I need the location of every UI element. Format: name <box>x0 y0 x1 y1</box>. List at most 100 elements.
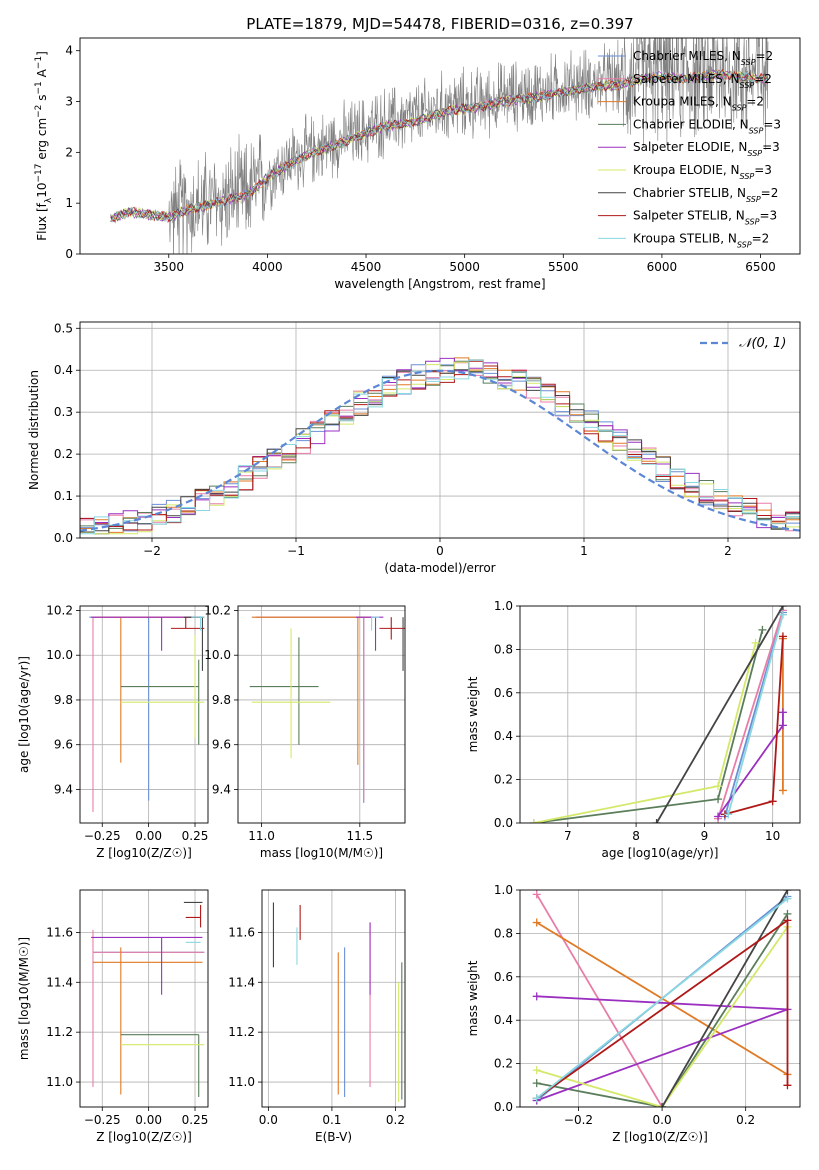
y-tick-label: 1.0 <box>494 599 513 613</box>
weight-marker <box>778 606 787 610</box>
weight-line-kroupa-stelib <box>536 897 789 1100</box>
weight-marker <box>751 638 760 647</box>
x-tick-label: 0 <box>436 544 444 558</box>
y-tick-label: 0.4 <box>494 1013 513 1027</box>
weight-marker <box>783 894 792 903</box>
y-tick-label: 0.1 <box>54 489 73 503</box>
axes-frame <box>79 605 209 824</box>
legend-label: Chabrier MILES, NSSP=2 <box>633 49 773 67</box>
y-tick-label: 4 <box>65 44 73 58</box>
legend-label: Kroupa STELIB, NSSP=2 <box>633 231 769 249</box>
plot-area <box>80 606 208 823</box>
legend-label: Chabrier STELIB, NSSP=2 <box>633 186 778 204</box>
weight-line-chabrier-stelib <box>655 606 784 823</box>
legend-label: Salpeter ELODIE, NSSP=3 <box>633 140 780 158</box>
x-axis-label: wavelength [Angstrom, rest frame] <box>334 277 545 291</box>
weight-marker <box>658 1103 667 1107</box>
x-tick-label: 7 <box>564 829 572 843</box>
weight-marker <box>724 810 733 819</box>
y-tick-label: 0.6 <box>494 970 513 984</box>
y-tick-label: 0.0 <box>54 531 73 545</box>
model-spectrum-salpeter-stelib <box>110 68 768 223</box>
panel-weight_vs_Z: −0.2 0.0 0.2 0.0 0.2 0.4 0.6 0.8 1.0 Z [log10(Z/Z… <box>466 883 801 1144</box>
histogram-kroupa-stelib <box>80 359 800 538</box>
y-tick-label: 0.8 <box>494 642 513 656</box>
model-spectrum-chabrier-stelib <box>110 71 768 222</box>
y-tick-label: 0 <box>65 247 73 261</box>
legend-label: Salpeter STELIB, NSSP=3 <box>633 209 777 227</box>
y-tick-label: 9.8 <box>212 693 231 707</box>
x-tick-label: 5000 <box>449 260 480 274</box>
x-axis-label: mass [log10(M/M☉)] <box>260 846 383 860</box>
x-tick-label: 0.00 <box>135 1113 162 1127</box>
weight-marker <box>714 795 723 804</box>
normal-curve <box>80 369 800 532</box>
x-tick-label: 10 <box>765 829 780 843</box>
plot-area <box>262 890 405 1107</box>
weight-line-salpeter-miles <box>717 610 784 819</box>
y-tick-label: 0.0 <box>494 1100 513 1114</box>
weight-marker <box>532 1079 541 1088</box>
x-tick-label: 0.2 <box>736 1113 755 1127</box>
panel-weight_vs_age: 7 8 9 10 0.0 0.2 0.4 0.6 0.8 1.0 age [log10(age/yr… <box>466 599 801 860</box>
x-tick-label: 0.0 <box>653 1113 672 1127</box>
x-tick-label: 11.5 <box>346 829 373 843</box>
weight-marker <box>532 992 541 1001</box>
x-tick-label: 0.00 <box>135 829 162 843</box>
x-axis-label: Z [log10(Z/Z☉)] <box>96 846 192 860</box>
legend-label: Kroupa MILES, NSSP=2 <box>633 95 764 113</box>
plot-area <box>110 38 769 254</box>
x-tick-label: −0.2 <box>564 1113 593 1127</box>
y-tick-label: 0.6 <box>494 686 513 700</box>
weight-marker <box>783 890 792 894</box>
y-tick-label: 0.2 <box>54 447 73 461</box>
weight-marker <box>778 786 787 795</box>
weight-marker <box>532 1066 541 1075</box>
y-tick-label: 11.4 <box>228 975 255 989</box>
x-tick-label: −2 <box>143 544 161 558</box>
y-axis-label: Normed distribution <box>27 370 41 490</box>
model-spectrum-kroupa-stelib <box>110 68 768 222</box>
y-tick-label: 0.2 <box>494 1057 513 1071</box>
x-axis-label: Z [log10(Z/Z☉)] <box>612 1130 708 1144</box>
weight-line-kroupa-elodie <box>536 926 789 1107</box>
y-tick-label: 11.2 <box>46 1025 73 1039</box>
weight-marker <box>778 721 787 730</box>
x-tick-label: 0.1 <box>322 1113 341 1127</box>
weight-marker <box>768 797 777 806</box>
x-tick-label: 3500 <box>153 260 184 274</box>
weight-marker <box>778 632 787 641</box>
x-tick-label: −1 <box>287 544 305 558</box>
panel-mass_vs_Z: −0.25 0.00 0.25 11.0 11.2 11.4 11.6 Z [log10(Z/… <box>17 889 209 1144</box>
y-tick-label: 0.5 <box>54 321 73 335</box>
axes-frame <box>237 605 406 824</box>
y-tick-label: 9.6 <box>212 738 231 752</box>
x-tick-label: −0.25 <box>84 829 121 843</box>
y-tick-label: 1 <box>65 196 73 210</box>
x-tick-label: 0.25 <box>182 1113 209 1127</box>
y-axis-label: mass weight <box>466 960 480 1036</box>
y-tick-label: 10.0 <box>46 648 73 662</box>
weight-marker <box>714 812 723 821</box>
weight-line-kroupa-stelib <box>727 614 784 815</box>
y-tick-label: 10.2 <box>204 603 231 617</box>
y-tick-label: 0.3 <box>54 405 73 419</box>
weight-marker <box>532 918 541 927</box>
legend-label: Chabrier ELODIE, NSSP=3 <box>633 117 781 135</box>
model-spectrum-kroupa-elodie <box>110 70 768 221</box>
weight-marker <box>778 708 787 717</box>
weight-marker <box>532 1094 541 1103</box>
y-tick-label: 11.6 <box>228 925 255 939</box>
x-tick-label: 9 <box>701 829 709 843</box>
x-axis-label: age [log10(age/yr)] <box>602 846 719 860</box>
legend-label: Kroupa ELODIE, NSSP=3 <box>633 163 772 181</box>
weight-marker <box>783 1081 792 1090</box>
y-tick-label: 0.2 <box>494 773 513 787</box>
y-tick-label: 11.0 <box>228 1075 255 1089</box>
plot-area <box>80 322 800 538</box>
weight-marker <box>652 819 661 823</box>
axes-frame <box>519 605 801 824</box>
x-tick-label: 4500 <box>351 260 382 274</box>
panel-spectrum: 3500 4000 4500 5000 5500 6000 6500 0 1 2 3 4 wavelen… <box>34 37 801 291</box>
